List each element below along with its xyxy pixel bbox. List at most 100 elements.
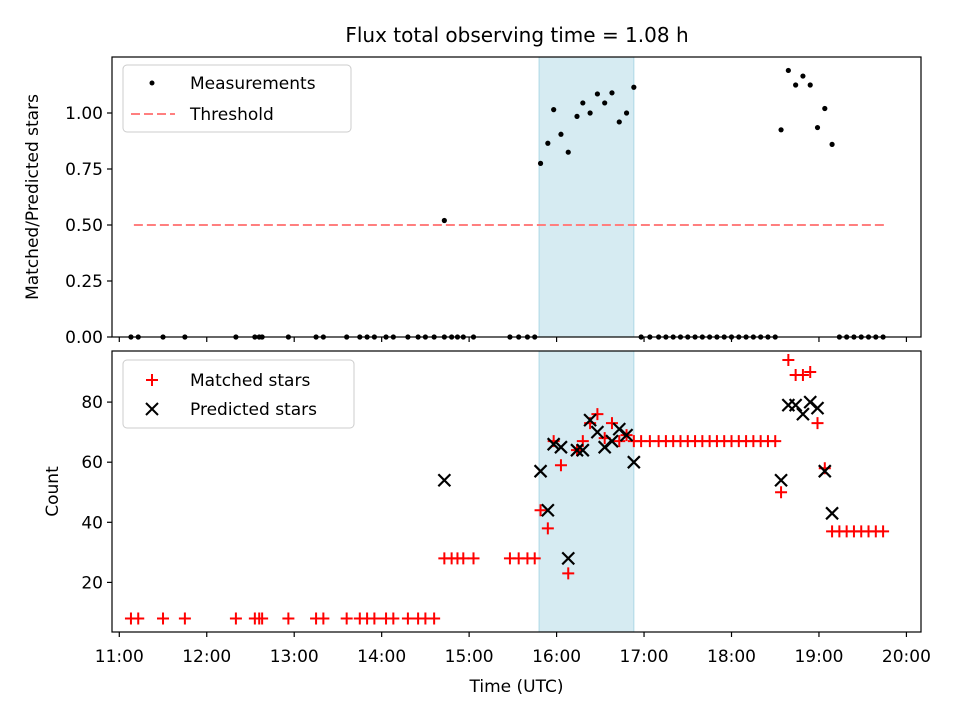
matched-star-point [769, 435, 782, 448]
measurement-point [814, 124, 821, 131]
measurement-point [537, 160, 544, 166]
matched-star-point [467, 552, 480, 565]
measurement-point [441, 217, 447, 224]
matched-star-point [811, 417, 824, 430]
matched-star-point [428, 612, 441, 625]
matched-star-point [605, 417, 618, 430]
measurement-point [565, 149, 571, 155]
matched-star-point [387, 612, 400, 625]
predicted-star-point [774, 473, 788, 488]
measurement-point [800, 73, 806, 79]
matched-star-point [775, 486, 788, 499]
predicted-star-point [619, 428, 634, 442]
matched-star-point [562, 567, 575, 580]
predicted-star-point [576, 443, 590, 457]
x-tick-label: 17:00 [620, 647, 669, 667]
matched-star-point [541, 522, 554, 535]
predicted-star-point [810, 401, 825, 415]
measurement-point [785, 67, 791, 74]
legend-matched-marker [146, 374, 158, 386]
y-tick-label: 0.50 [65, 216, 103, 236]
legend-predicted-label: Predicted stars [190, 400, 317, 420]
matched-star-point [457, 552, 470, 565]
matched-star-point [528, 552, 541, 565]
matched-star-point [554, 459, 567, 472]
top-y-axis-label: Matched/Predicted stars [23, 94, 43, 300]
predicted-star-point [437, 473, 452, 488]
bottom-y-ticks: 20 40 60 80 [81, 393, 112, 593]
y-tick-label: 0.25 [65, 272, 103, 292]
y-tick-label: 80 [81, 393, 103, 413]
top-legend-box [122, 64, 352, 133]
x-tick-label: 20:00 [882, 647, 931, 667]
matched-star-point [340, 612, 353, 625]
matched-star-point [317, 612, 330, 625]
y-tick-label: 1.00 [65, 104, 103, 124]
y-tick-label: 0.75 [65, 160, 103, 180]
top-x-ticks [118, 337, 908, 342]
legend-threshold-label: Threshold [189, 105, 274, 125]
measurement-point [594, 91, 601, 97]
legend-measurements-label: Measurements [190, 74, 316, 94]
measurement-point [829, 141, 835, 147]
predicted-star-point [541, 503, 555, 518]
matched-star-point [796, 369, 809, 382]
measurement-point [574, 113, 580, 119]
measurement-point [616, 119, 622, 125]
measurement-point [778, 127, 784, 133]
matched-star-point [368, 612, 381, 625]
predicted-star-point [818, 464, 832, 478]
predicted-star-point [796, 407, 810, 421]
matched-star-point [401, 612, 414, 625]
matched-star-point [256, 612, 269, 625]
matched-star-point [591, 408, 604, 421]
predicted-star-point [533, 464, 548, 478]
measurement-point [545, 140, 551, 146]
top-highlight-span [538, 56, 635, 338]
measurement-point [793, 82, 799, 88]
predicted-star-point [590, 425, 605, 439]
predicted-star-point [554, 440, 568, 454]
x-tick-label: 15:00 [445, 647, 494, 667]
measurement-point [602, 100, 608, 106]
predicted-star-point [546, 437, 561, 451]
y-tick-label: 0.00 [65, 328, 103, 348]
measurement-point [558, 131, 564, 137]
predicted-star-point [825, 506, 839, 521]
x-tick-label: 14:00 [357, 647, 406, 667]
y-tick-label: 60 [81, 453, 103, 473]
predicted-star-point [788, 398, 803, 412]
matched-star-point [534, 504, 547, 517]
predicted-star-point [570, 443, 584, 457]
top-legend: Measurements Threshold [122, 64, 352, 133]
x-tick-label: 18:00 [707, 647, 756, 667]
bottom-legend: Matched stars Predicted stars [122, 359, 355, 429]
x-tick-label: 19:00 [794, 647, 843, 667]
matched-star-point [782, 354, 795, 367]
legend-matched-label: Matched stars [190, 371, 310, 391]
measurement-point [587, 110, 593, 116]
predicted-stars-points [437, 395, 839, 566]
matched-star-point [282, 612, 295, 625]
measurement-point [822, 105, 828, 112]
predicted-star-point [627, 455, 641, 469]
matched-star-point [229, 612, 242, 625]
bottom-legend-box [122, 359, 355, 429]
bottom-y-axis-label: Count [43, 466, 63, 517]
top-axes-frame [111, 56, 922, 338]
matched-star-point [132, 612, 145, 625]
measurement-point [609, 90, 615, 96]
measurement-point [580, 100, 586, 106]
matched-star-point [804, 366, 817, 379]
x-tick-label: 16:00 [532, 647, 581, 667]
matched-star-point [178, 612, 191, 625]
x-tick-label: 12:00 [182, 647, 231, 667]
bottom-x-ticks: 11:00 12:00 13:00 14:00 15:00 16:00 17:00 18:00… [95, 632, 931, 667]
bottom-axes-frame [111, 350, 922, 633]
bottom-highlight-span [538, 350, 635, 633]
measurement-point [623, 110, 630, 116]
x-axis-label: Time (UTC) [469, 677, 564, 697]
measurement-point [807, 82, 813, 88]
